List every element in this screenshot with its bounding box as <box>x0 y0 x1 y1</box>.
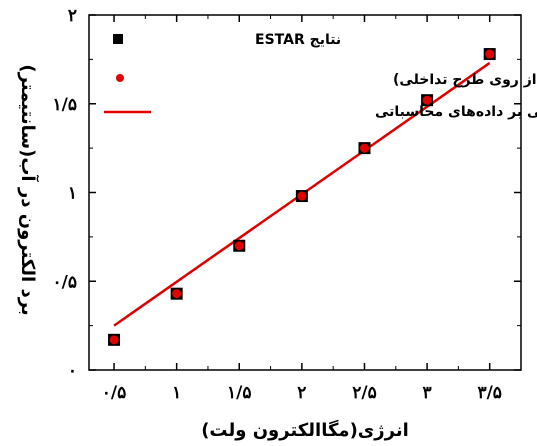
y-axis-ticks: ۰ ۰/۵ ۱ ۱/۵ ۲ <box>53 6 521 381</box>
calculation-circle-point <box>109 335 119 345</box>
legend-circle-marker <box>116 74 124 82</box>
calculation-circle-point <box>172 289 182 299</box>
legend: نتایج ESTAR نتایج محاسبات(از روی طرح تدا… <box>104 32 537 120</box>
legend-label-calculation: نتایج محاسبات(از روی طرح تداخلی) <box>393 72 537 88</box>
x-tick-label: ۲/۵ <box>352 383 376 403</box>
x-tick-label: ۱ <box>172 383 181 403</box>
calculation-circle-point <box>359 143 369 153</box>
legend-square-marker <box>113 34 123 44</box>
x-tick-label: ۳/۵ <box>477 383 501 403</box>
legend-label-fit: برازش خطی بر داده‌های محاسباتی <box>375 104 537 120</box>
x-tick-label: ۳ <box>423 383 432 403</box>
points-layer <box>108 48 496 346</box>
x-axis-ticks: ۰/۵ ۱ ۱/۵ ۲ ۲/۵ ۳ ۳/۵ <box>102 15 502 403</box>
calculation-circle-point <box>234 241 244 251</box>
x-tick-label: ۱/۵ <box>227 383 251 403</box>
x-tick-label: ۲ <box>297 383 306 403</box>
x-axis-title: انرژی(مگاالکترون ولت) <box>201 419 409 441</box>
calculation-circle-point <box>422 95 432 105</box>
y-tick-label: ۰/۵ <box>53 272 77 292</box>
calculation-circle-point <box>485 49 495 59</box>
y-tick-label: ۱ <box>68 184 77 204</box>
y-axis-title: برد الکترون در آب(سانتیمتر) <box>17 64 40 315</box>
y-tick-label: ۲ <box>68 6 77 26</box>
legend-label-estar: نتایج ESTAR <box>255 32 341 48</box>
calculation-circle-point <box>297 191 307 201</box>
y-tick-label: ۰ <box>68 361 77 381</box>
y-tick-label: ۱/۵ <box>53 95 77 115</box>
x-tick-label: ۰/۵ <box>102 383 126 403</box>
